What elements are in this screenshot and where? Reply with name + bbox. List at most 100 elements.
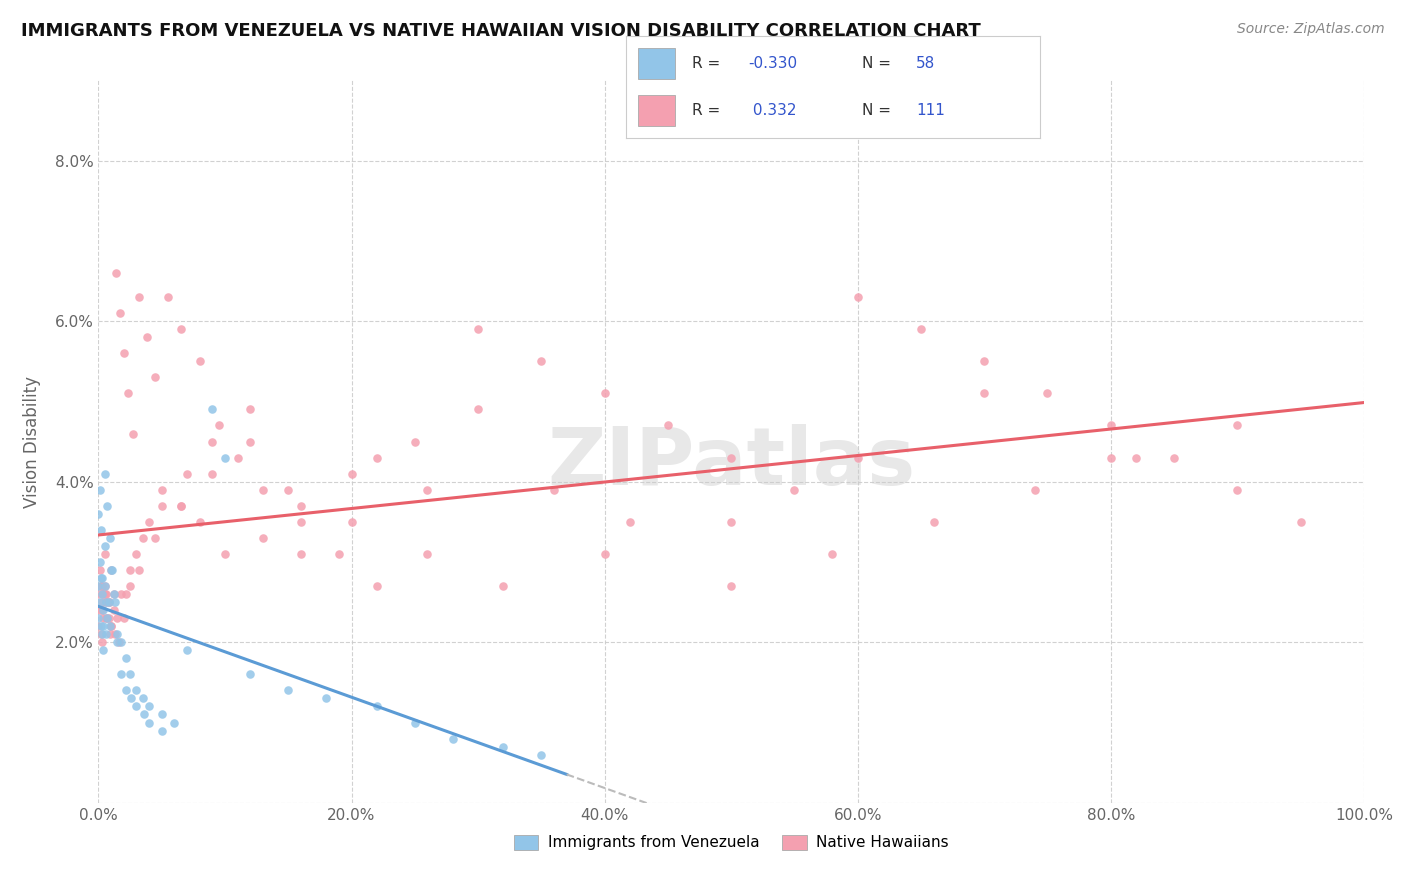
- Point: [121, 426, 143, 441]
- Point: [1163, 450, 1185, 465]
- Point: [93, 579, 117, 593]
- Point: [340, 467, 363, 481]
- Point: [150, 723, 173, 738]
- Point: [87, 619, 110, 633]
- Point: [120, 579, 141, 593]
- Point: [93, 579, 117, 593]
- Point: [97, 595, 120, 609]
- Text: IMMIGRANTS FROM VENEZUELA VS NATIVE HAWAIIAN VISION DISABILITY CORRELATION CHART: IMMIGRANTS FROM VENEZUELA VS NATIVE HAWA…: [21, 22, 981, 40]
- Point: [112, 611, 135, 625]
- Point: [132, 531, 155, 545]
- Point: [107, 627, 129, 641]
- Point: [90, 627, 112, 641]
- Point: [87, 587, 110, 601]
- Point: [120, 691, 142, 706]
- Point: [101, 563, 124, 577]
- Point: [201, 402, 224, 417]
- Point: [115, 683, 138, 698]
- Point: [91, 571, 114, 585]
- Point: [120, 563, 141, 577]
- Point: [201, 467, 224, 481]
- Point: [366, 579, 388, 593]
- Point: [150, 483, 173, 497]
- Point: [135, 330, 157, 344]
- Point: [100, 563, 122, 577]
- Point: [720, 515, 742, 529]
- Point: [145, 531, 166, 545]
- Point: [98, 531, 121, 545]
- Point: [214, 547, 236, 561]
- Point: [107, 635, 129, 649]
- Point: [328, 547, 350, 561]
- Point: [89, 603, 111, 617]
- Point: [94, 595, 117, 609]
- Text: Source: ZipAtlas.com: Source: ZipAtlas.com: [1237, 22, 1385, 37]
- Point: [87, 579, 110, 593]
- Point: [104, 627, 127, 641]
- Point: [107, 611, 129, 625]
- Point: [100, 563, 122, 577]
- Point: [315, 691, 337, 706]
- Point: [132, 707, 155, 722]
- Point: [593, 547, 616, 561]
- Point: [252, 531, 274, 545]
- Point: [98, 619, 121, 633]
- Point: [125, 683, 148, 698]
- Point: [176, 643, 198, 657]
- Point: [492, 739, 515, 754]
- Point: [115, 651, 138, 665]
- Point: [110, 587, 132, 601]
- Point: [239, 402, 262, 417]
- Point: [290, 547, 312, 561]
- Point: [87, 507, 110, 521]
- Point: [138, 515, 160, 529]
- Point: [103, 587, 125, 601]
- Point: [128, 563, 150, 577]
- Point: [94, 627, 117, 641]
- Point: [89, 563, 111, 577]
- Point: [404, 434, 426, 449]
- Point: [821, 547, 844, 561]
- Point: [128, 290, 150, 304]
- Point: [340, 515, 363, 529]
- Point: [169, 322, 191, 336]
- Text: 111: 111: [917, 103, 945, 118]
- Point: [105, 266, 128, 280]
- Point: [366, 450, 388, 465]
- Point: [530, 354, 553, 368]
- Point: [90, 571, 112, 585]
- Point: [91, 587, 114, 601]
- Point: [108, 306, 131, 320]
- Point: [93, 539, 117, 553]
- Text: 0.332: 0.332: [748, 103, 797, 118]
- Legend: Immigrants from Venezuela, Native Hawaiians: Immigrants from Venezuela, Native Hawaii…: [508, 829, 955, 856]
- Point: [93, 643, 115, 657]
- Point: [125, 547, 148, 561]
- Point: [94, 611, 117, 625]
- Point: [150, 707, 173, 722]
- Point: [138, 715, 160, 730]
- Point: [100, 619, 122, 633]
- Point: [720, 450, 742, 465]
- Point: [97, 611, 120, 625]
- Text: -0.330: -0.330: [748, 56, 797, 70]
- Point: [96, 611, 118, 625]
- Point: [97, 595, 120, 609]
- Point: [93, 467, 117, 481]
- Point: [416, 547, 439, 561]
- Point: [103, 587, 125, 601]
- Point: [90, 579, 112, 593]
- Point: [1125, 450, 1147, 465]
- Point: [416, 483, 439, 497]
- Point: [89, 595, 111, 609]
- Point: [87, 611, 110, 625]
- Point: [93, 603, 115, 617]
- Point: [467, 402, 489, 417]
- Point: [366, 699, 388, 714]
- FancyBboxPatch shape: [638, 48, 675, 78]
- Text: 58: 58: [917, 56, 935, 70]
- Text: R =: R =: [692, 103, 725, 118]
- Point: [208, 418, 231, 433]
- Point: [973, 354, 995, 368]
- Point: [132, 691, 155, 706]
